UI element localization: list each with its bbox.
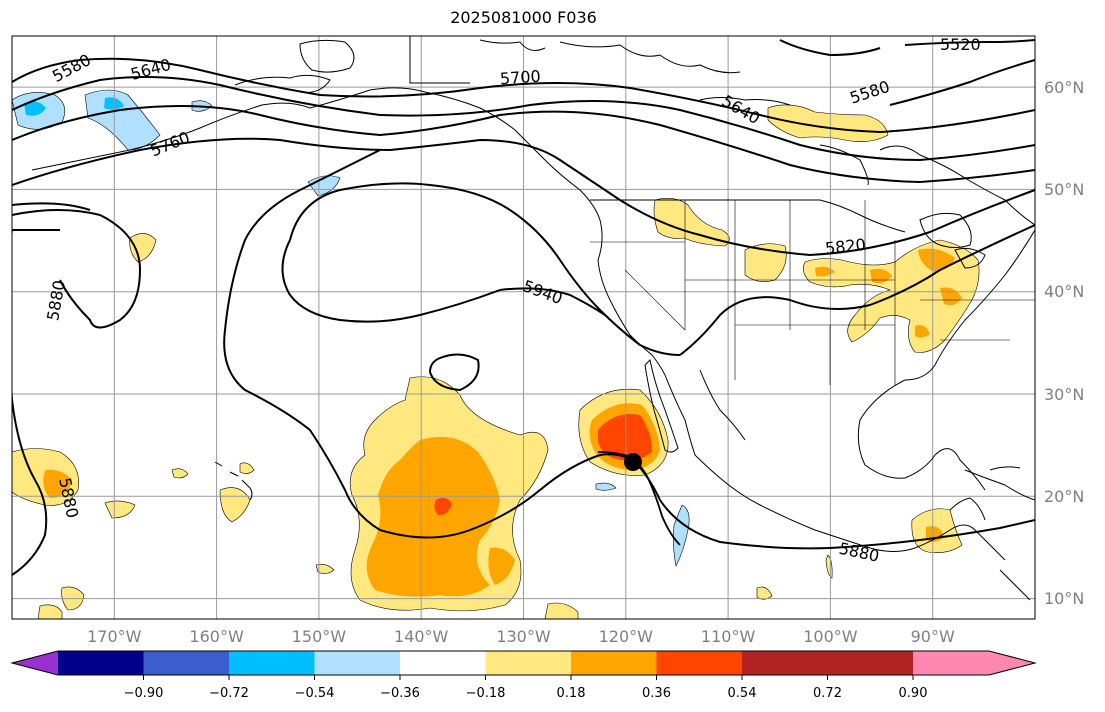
map-title: 2025081000 F036	[450, 8, 597, 27]
lat-label: 50°N	[1044, 180, 1084, 199]
colorbar-tick-label: 0.18	[557, 686, 586, 701]
lon-label: 90°W	[911, 627, 955, 646]
lon-label: 140°W	[394, 627, 449, 646]
lon-label: 130°W	[496, 627, 551, 646]
colorbar-bin	[913, 651, 989, 675]
colorbar-bin	[314, 651, 400, 675]
colorbar-tick-label: 0.54	[728, 686, 757, 701]
lon-label: 170°W	[87, 627, 142, 646]
storm-track	[597, 451, 681, 546]
colorbar-bin	[400, 651, 486, 675]
colorbar-tick-label: −0.90	[124, 686, 164, 701]
storm-center-marker	[624, 453, 642, 471]
colorbar-bin	[58, 651, 144, 675]
colorbar-bin	[656, 651, 742, 675]
lon-label: 100°W	[803, 627, 858, 646]
colorbar-extend-max	[989, 651, 1035, 675]
colorbar-extend-min	[12, 651, 58, 675]
colorbar-tick-label: −0.18	[466, 686, 506, 701]
lat-label: 20°N	[1044, 487, 1084, 506]
lon-label: 150°W	[292, 627, 347, 646]
map-frame	[11, 35, 1036, 620]
coastlines	[31, 36, 1035, 601]
colorbar-tick-label: 0.90	[899, 686, 928, 701]
colorbar-bin	[485, 651, 571, 675]
colorbar-bin	[742, 651, 828, 675]
colorbar: −0.90 −0.72 −0.54 −0.36 −0.18 0.18 0.36 …	[10, 650, 1037, 701]
lon-label: 120°W	[599, 627, 654, 646]
graticule	[12, 36, 1035, 619]
shaded-fields	[12, 89, 980, 619]
colorbar-tick-label: −0.72	[209, 686, 249, 701]
height-contours	[12, 39, 1035, 576]
colorbar-tick-label: 0.36	[642, 686, 671, 701]
colorbar-bin	[571, 651, 657, 675]
contour-label: 5700	[499, 67, 541, 89]
longitude-labels: 170°W 160°W 150°W 140°W 130°W 120°W 110°…	[87, 627, 955, 646]
lat-label: 60°N	[1044, 78, 1084, 97]
colorbar-bin	[143, 651, 229, 675]
colorbar-bin	[229, 651, 315, 675]
lat-label: 10°N	[1044, 589, 1084, 608]
colorbar-tick-label: −0.36	[380, 686, 420, 701]
lon-label: 110°W	[701, 627, 756, 646]
contour-label: 5520	[940, 35, 981, 54]
latitude-labels: 60°N 50°N 40°N 30°N 20°N 10°N	[1044, 78, 1084, 608]
lon-label: 160°W	[189, 627, 244, 646]
colorbar-tick-label: 0.72	[813, 686, 842, 701]
lat-label: 40°N	[1044, 282, 1084, 301]
lat-label: 30°N	[1044, 385, 1084, 404]
colorbar-tick-label: −0.54	[295, 686, 335, 701]
contour-label: 5820	[824, 235, 866, 258]
colorbar-bin	[827, 651, 913, 675]
